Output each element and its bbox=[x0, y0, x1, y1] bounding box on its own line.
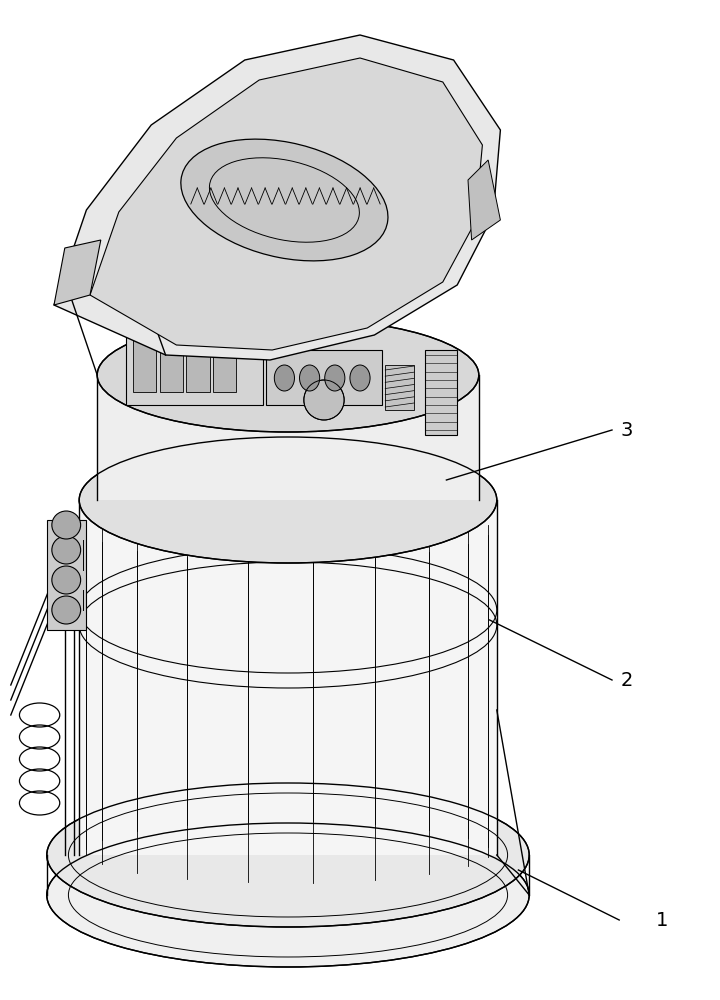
Polygon shape bbox=[97, 375, 479, 500]
Ellipse shape bbox=[52, 536, 81, 564]
Polygon shape bbox=[79, 500, 497, 855]
Polygon shape bbox=[266, 350, 382, 405]
Text: 3: 3 bbox=[620, 420, 633, 440]
Ellipse shape bbox=[97, 318, 479, 432]
Polygon shape bbox=[385, 365, 414, 410]
Polygon shape bbox=[213, 338, 236, 392]
Polygon shape bbox=[425, 350, 457, 435]
Polygon shape bbox=[468, 160, 500, 240]
Text: 2: 2 bbox=[620, 670, 633, 690]
Ellipse shape bbox=[325, 365, 345, 391]
Ellipse shape bbox=[350, 365, 370, 391]
Polygon shape bbox=[186, 338, 210, 392]
Ellipse shape bbox=[79, 437, 497, 563]
Ellipse shape bbox=[274, 365, 294, 391]
Ellipse shape bbox=[52, 596, 81, 624]
Polygon shape bbox=[133, 338, 156, 392]
Polygon shape bbox=[54, 35, 500, 360]
Polygon shape bbox=[90, 58, 482, 350]
Polygon shape bbox=[160, 338, 183, 392]
Polygon shape bbox=[54, 240, 101, 305]
Ellipse shape bbox=[52, 511, 81, 539]
Ellipse shape bbox=[300, 365, 320, 391]
Ellipse shape bbox=[304, 380, 344, 420]
Ellipse shape bbox=[181, 139, 388, 261]
Ellipse shape bbox=[47, 823, 529, 967]
Polygon shape bbox=[126, 315, 263, 405]
Ellipse shape bbox=[52, 566, 81, 594]
Ellipse shape bbox=[47, 783, 529, 927]
Text: 1: 1 bbox=[656, 910, 669, 930]
Polygon shape bbox=[47, 520, 86, 630]
